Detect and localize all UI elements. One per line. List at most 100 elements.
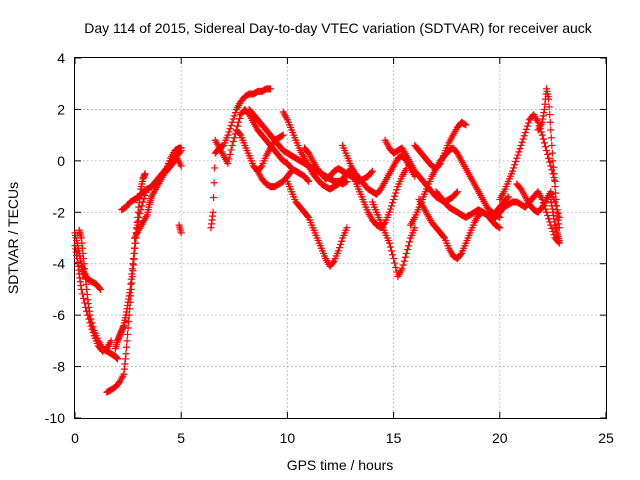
data-point <box>230 134 238 142</box>
data-point <box>226 150 234 158</box>
data-point <box>540 139 548 147</box>
data-point <box>516 145 524 153</box>
series-track-20 <box>368 198 419 281</box>
data-point <box>393 186 401 194</box>
y-tick-label: -8 <box>53 359 66 375</box>
data-point <box>343 224 351 232</box>
data-point <box>504 193 512 201</box>
data-point <box>140 195 148 203</box>
y-tick-label: 0 <box>57 153 65 169</box>
data-point <box>236 114 244 122</box>
data-point <box>457 251 465 259</box>
data-point <box>543 208 551 216</box>
data-point <box>549 163 557 171</box>
data-point <box>548 141 556 149</box>
data-point <box>403 246 411 254</box>
data-point <box>343 177 351 185</box>
data-point <box>495 223 503 231</box>
series-track-8 <box>162 144 185 173</box>
y-tick-labels: -10 -8 -6 -4 -2 0 2 4 <box>45 50 65 426</box>
data-point <box>224 131 232 139</box>
data-point <box>510 164 518 172</box>
y-tick-label: -6 <box>53 307 66 323</box>
data-point <box>511 161 519 169</box>
data-point <box>230 112 238 120</box>
data-point <box>304 212 312 220</box>
data-point <box>338 237 346 245</box>
data-point <box>87 322 95 330</box>
data-point <box>88 325 96 333</box>
x-tick-label: 10 <box>280 430 296 446</box>
data-point <box>89 329 97 336</box>
data-point <box>78 290 86 298</box>
data-point <box>543 147 551 155</box>
data-point <box>228 141 236 149</box>
data-point <box>82 303 90 311</box>
data-point <box>210 194 218 201</box>
data-point <box>257 163 265 171</box>
series-track-23 <box>411 118 470 173</box>
y-tick-label: 2 <box>57 101 65 117</box>
data-point <box>122 350 130 358</box>
data-point <box>547 134 555 142</box>
series-track-11 <box>211 105 313 185</box>
data-point <box>548 224 556 232</box>
data-point <box>177 144 185 152</box>
data-point <box>387 247 395 255</box>
data-point <box>546 158 554 166</box>
data-point <box>547 126 555 134</box>
data-point <box>177 162 185 170</box>
data-point <box>84 311 92 319</box>
data-point <box>524 119 532 127</box>
data-point <box>404 242 412 250</box>
data-point <box>229 138 237 146</box>
data-point <box>519 135 527 143</box>
data-point <box>236 130 244 138</box>
series-track-3 <box>71 242 115 355</box>
data-point <box>548 149 556 157</box>
data-point <box>515 148 523 156</box>
data-point <box>279 131 287 139</box>
data-point <box>552 189 560 197</box>
data-point <box>398 265 406 273</box>
data-point <box>391 192 399 200</box>
data-point <box>139 198 147 206</box>
data-point <box>549 157 557 165</box>
data-point <box>452 189 460 197</box>
axis-ticks <box>74 57 607 419</box>
data-point <box>509 167 517 175</box>
y-tick-label: -2 <box>53 204 66 220</box>
data-point <box>77 285 85 293</box>
data-point <box>385 208 393 216</box>
data-point <box>225 155 233 163</box>
data-point <box>389 251 397 259</box>
data-point <box>386 243 394 251</box>
data-point <box>435 161 443 169</box>
data-point <box>278 132 286 140</box>
data-point <box>266 85 274 93</box>
data-point <box>124 330 132 338</box>
data-point <box>231 109 239 117</box>
y-tick-label: -10 <box>45 410 65 426</box>
data-point <box>83 307 91 315</box>
data-point <box>400 257 408 265</box>
data-point <box>518 138 526 146</box>
data-point <box>85 315 93 323</box>
series-track-15 <box>279 108 355 193</box>
data-point <box>305 177 313 185</box>
series-track-27 <box>496 111 559 203</box>
series-track-1 <box>71 229 104 293</box>
data-point <box>544 150 552 158</box>
data-point <box>385 239 393 247</box>
data-point <box>337 240 344 248</box>
data-point <box>390 255 398 263</box>
data-point <box>235 118 243 126</box>
data-point <box>544 212 552 219</box>
data-point <box>517 141 525 149</box>
series-track-25 <box>432 188 512 221</box>
data-point <box>113 355 121 363</box>
data-point <box>136 210 144 218</box>
data-point <box>389 199 397 207</box>
series-track-10 <box>207 85 274 232</box>
